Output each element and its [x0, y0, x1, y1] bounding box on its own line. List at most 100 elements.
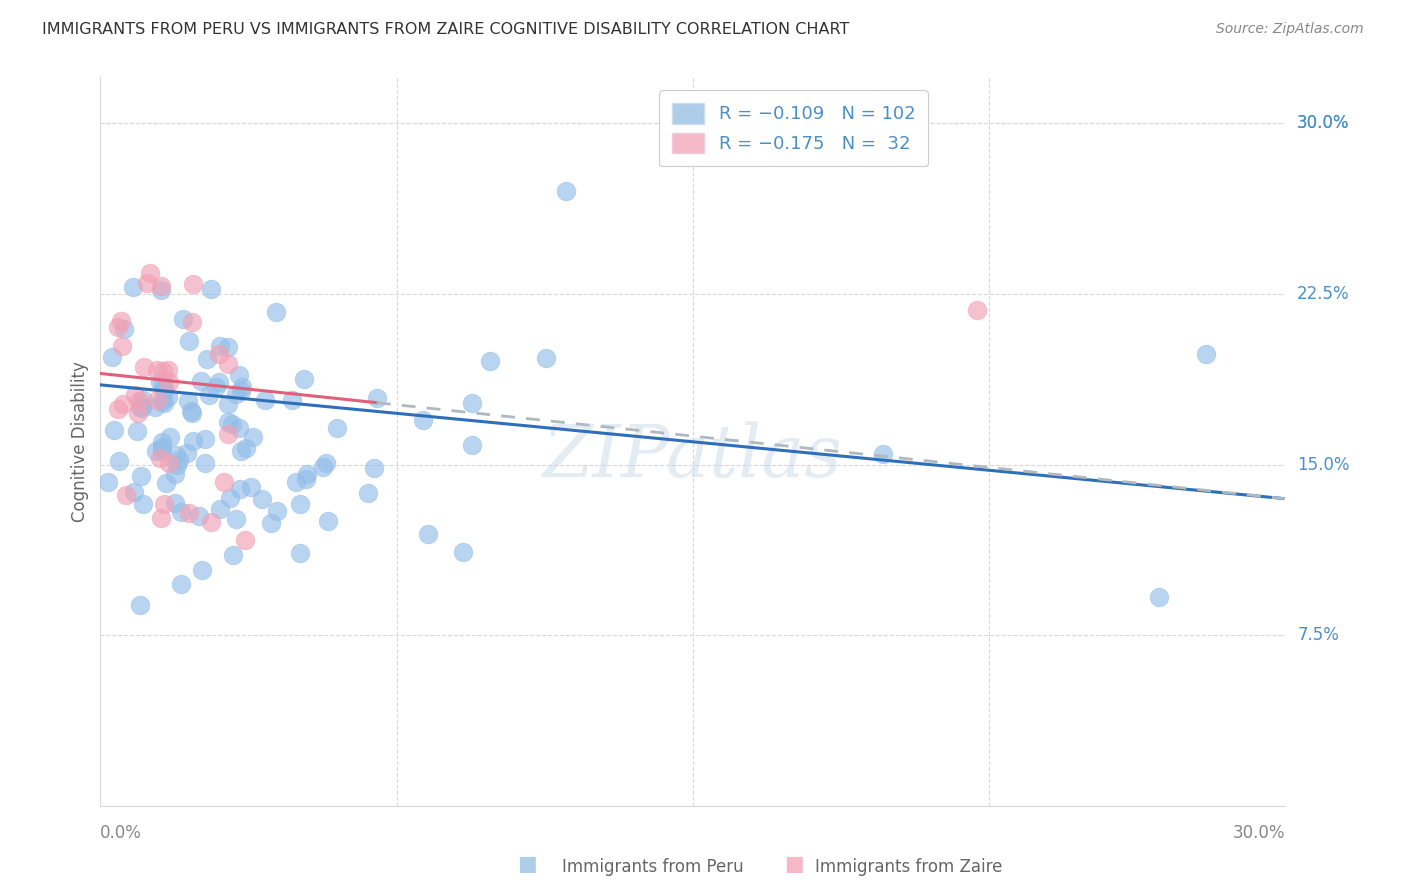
- Point: [208, 347, 231, 361]
- Point: [180, 406, 202, 420]
- Point: [152, 364, 174, 378]
- Point: [412, 413, 434, 427]
- Point: [149, 283, 172, 297]
- Point: [165, 448, 187, 462]
- Point: [416, 527, 439, 541]
- Point: [139, 266, 162, 280]
- Point: [266, 305, 288, 319]
- Point: [221, 417, 243, 431]
- Point: [357, 485, 380, 500]
- Point: [534, 351, 557, 366]
- Point: [165, 467, 187, 481]
- Point: [231, 380, 253, 394]
- Point: [100, 350, 122, 364]
- Point: [187, 509, 209, 524]
- Text: 0.0%: 0.0%: [100, 824, 142, 842]
- Point: [129, 401, 152, 415]
- Point: [110, 314, 132, 328]
- Point: [316, 514, 339, 528]
- Point: [159, 430, 181, 444]
- Point: [252, 492, 274, 507]
- Point: [176, 394, 198, 409]
- Point: [200, 282, 222, 296]
- Point: [193, 432, 215, 446]
- Point: [290, 546, 312, 560]
- Point: [181, 434, 204, 448]
- Text: ■: ■: [517, 855, 537, 874]
- Text: 30.0%: 30.0%: [1298, 114, 1350, 132]
- Point: [107, 320, 129, 334]
- Y-axis label: Cognitive Disability: Cognitive Disability: [72, 361, 89, 522]
- Legend: R = −0.109   N = 102, R = −0.175   N =  32: R = −0.109 N = 102, R = −0.175 N = 32: [659, 90, 928, 166]
- Point: [149, 510, 172, 524]
- Point: [242, 430, 264, 444]
- Text: Immigrants from Peru: Immigrants from Peru: [562, 858, 744, 876]
- Point: [260, 516, 283, 531]
- Point: [235, 441, 257, 455]
- Point: [212, 475, 235, 490]
- Point: [225, 387, 247, 401]
- Point: [177, 507, 200, 521]
- Point: [152, 377, 174, 392]
- Point: [217, 397, 239, 411]
- Point: [146, 392, 169, 407]
- Point: [155, 476, 177, 491]
- Point: [153, 383, 176, 397]
- Point: [136, 276, 159, 290]
- Point: [363, 461, 385, 475]
- Point: [295, 467, 318, 482]
- Point: [150, 434, 173, 449]
- Point: [229, 443, 252, 458]
- Point: [149, 450, 172, 465]
- Point: [150, 394, 173, 409]
- Point: [461, 437, 484, 451]
- Point: [312, 460, 335, 475]
- Point: [131, 392, 153, 407]
- Point: [217, 426, 239, 441]
- Point: [294, 471, 316, 485]
- Point: [254, 392, 277, 407]
- Point: [190, 374, 212, 388]
- Text: Immigrants from Zaire: Immigrants from Zaire: [815, 858, 1002, 876]
- Point: [111, 338, 134, 352]
- Point: [194, 456, 217, 470]
- Point: [145, 362, 167, 376]
- Point: [225, 512, 247, 526]
- Text: 30.0%: 30.0%: [1298, 114, 1350, 132]
- Text: IMMIGRANTS FROM PERU VS IMMIGRANTS FROM ZAIRE COGNITIVE DISABILITY CORRELATION C: IMMIGRANTS FROM PERU VS IMMIGRANTS FROM …: [42, 22, 849, 37]
- Point: [111, 397, 134, 411]
- Point: [231, 384, 253, 399]
- Point: [292, 372, 315, 386]
- Point: [209, 339, 232, 353]
- Point: [143, 400, 166, 414]
- Point: [181, 315, 204, 329]
- Point: [157, 456, 180, 470]
- Point: [190, 563, 212, 577]
- Point: [366, 392, 388, 406]
- Point: [124, 388, 146, 402]
- Point: [208, 375, 231, 389]
- Point: [204, 379, 226, 393]
- Point: [149, 376, 172, 390]
- Point: [122, 484, 145, 499]
- Point: [217, 416, 239, 430]
- Point: [114, 322, 136, 336]
- Point: [128, 598, 150, 612]
- Point: [451, 545, 474, 559]
- Point: [150, 440, 173, 454]
- Point: [127, 406, 149, 420]
- Point: [108, 454, 131, 468]
- Point: [103, 423, 125, 437]
- Point: [107, 401, 129, 416]
- Point: [217, 357, 239, 371]
- Point: [157, 375, 180, 389]
- Point: [166, 458, 188, 473]
- Point: [229, 482, 252, 496]
- Point: [195, 351, 218, 366]
- Point: [315, 456, 337, 470]
- Point: [150, 279, 173, 293]
- Point: [115, 488, 138, 502]
- Point: [176, 446, 198, 460]
- Point: [239, 480, 262, 494]
- Point: [209, 501, 232, 516]
